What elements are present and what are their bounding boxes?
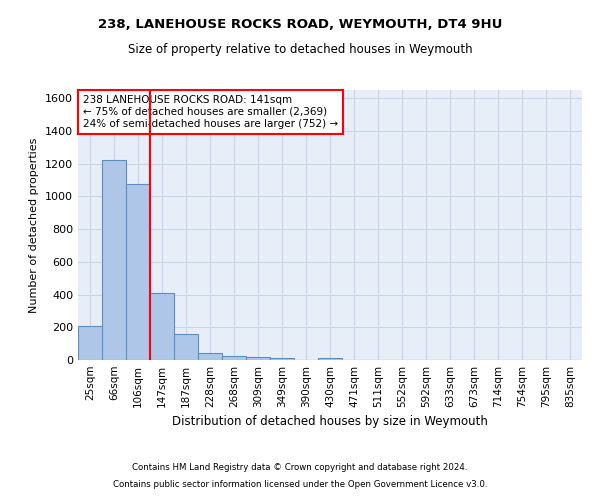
Text: Size of property relative to detached houses in Weymouth: Size of property relative to detached ho… (128, 42, 472, 56)
Bar (102, 160, 126, 360)
Bar (198, 352, 222, 360)
Bar (270, 358, 294, 360)
Text: Contains HM Land Registry data © Crown copyright and database right 2024.: Contains HM Land Registry data © Crown c… (132, 464, 468, 472)
Text: 238, LANEHOUSE ROCKS ROAD, WEYMOUTH, DT4 9HU: 238, LANEHOUSE ROCKS ROAD, WEYMOUTH, DT4… (98, 18, 502, 30)
Bar (150, 293, 174, 360)
Bar (222, 356, 246, 360)
Y-axis label: Number of detached properties: Number of detached properties (29, 138, 40, 312)
X-axis label: Distribution of detached houses by size in Weymouth: Distribution of detached houses by size … (172, 416, 488, 428)
Bar (78, 326, 102, 360)
Bar (318, 358, 342, 360)
Bar (246, 357, 270, 360)
Text: Contains public sector information licensed under the Open Government Licence v3: Contains public sector information licen… (113, 480, 487, 489)
Text: 238 LANEHOUSE ROCKS ROAD: 141sqm
← 75% of detached houses are smaller (2,369)
24: 238 LANEHOUSE ROCKS ROAD: 141sqm ← 75% o… (83, 96, 338, 128)
Bar (174, 334, 198, 360)
Bar (126, 184, 150, 360)
